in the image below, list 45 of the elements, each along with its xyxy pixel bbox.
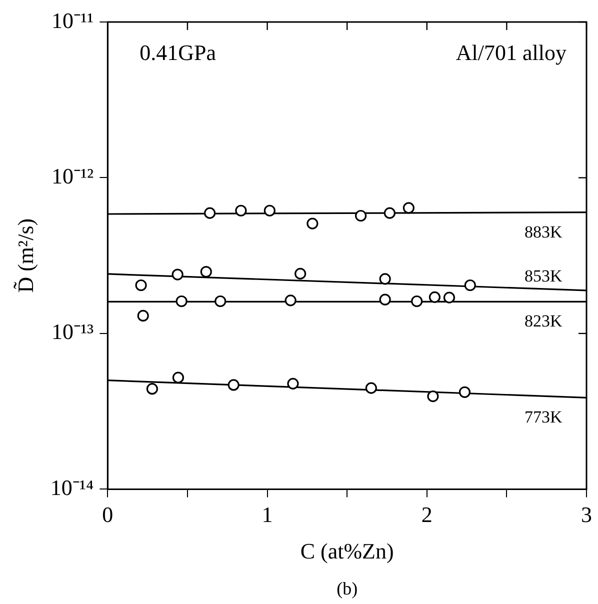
y-tick-label: 10⁻¹⁴: [50, 474, 94, 500]
series-label: 883K: [524, 222, 563, 242]
y-tick-label: 10⁻¹³: [51, 319, 94, 344]
y-axis-title: D̃ (m²/s): [12, 218, 38, 293]
point: [365, 382, 377, 394]
point: [135, 279, 147, 292]
y-tick-label: 10⁻¹²: [51, 164, 94, 189]
point: [146, 383, 158, 395]
x-tick-label: 1: [262, 502, 273, 528]
x-axis-title: C (at%Zn): [300, 538, 394, 564]
point: [427, 390, 439, 402]
point: [235, 204, 247, 216]
point: [355, 210, 367, 222]
point: [228, 379, 240, 391]
point: [264, 204, 276, 216]
point: [428, 291, 441, 303]
point: [294, 268, 306, 280]
series-label: 853K: [524, 266, 563, 286]
point: [284, 294, 296, 306]
annotation: 0.41GPa: [140, 40, 216, 65]
point: [411, 295, 423, 308]
series-label: 773K: [524, 408, 563, 427]
point: [214, 295, 226, 308]
x-tick-label: 2: [421, 502, 432, 528]
x-tick-label: 3: [581, 502, 592, 528]
y-tick-label: 10⁻¹¹: [51, 8, 94, 33]
point: [137, 310, 149, 322]
point: [306, 218, 318, 230]
point: [172, 372, 184, 384]
point: [384, 207, 396, 219]
x-tick-label: 0: [102, 502, 114, 528]
point: [200, 266, 212, 278]
point: [443, 292, 456, 304]
point: [176, 295, 188, 308]
series-label: 823K: [524, 312, 563, 331]
point: [458, 386, 471, 398]
text: (b): [336, 578, 358, 599]
point: [204, 207, 216, 219]
point: [379, 273, 391, 285]
point: [402, 202, 414, 214]
point: [287, 378, 299, 390]
point: [464, 279, 476, 292]
point: [379, 294, 391, 306]
annotation: Al/701 alloy: [456, 40, 566, 65]
point: [172, 268, 184, 280]
